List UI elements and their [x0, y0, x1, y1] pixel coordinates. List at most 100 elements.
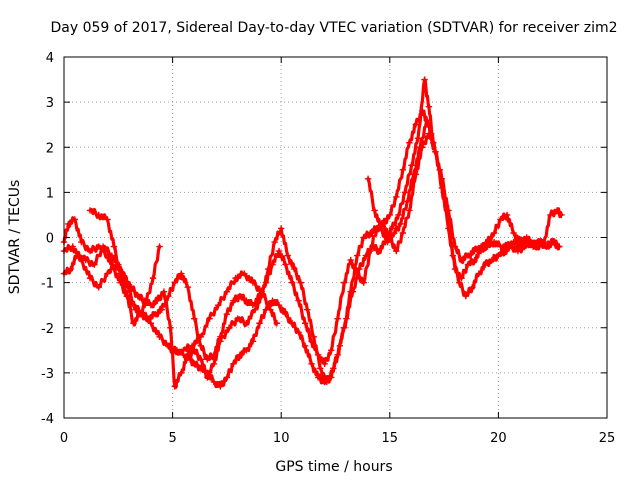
data-point — [78, 256, 85, 264]
data-point — [251, 306, 259, 313]
data-point — [482, 261, 489, 268]
data-point — [180, 347, 187, 354]
x-tick-label: 0 — [60, 431, 68, 446]
data-point — [367, 229, 374, 237]
series-line — [181, 270, 279, 352]
data-point — [471, 256, 478, 264]
x-tick-label: 5 — [168, 431, 176, 446]
data-point — [421, 76, 428, 83]
data-point — [458, 274, 465, 282]
data-point — [191, 315, 198, 322]
data-point — [423, 116, 430, 124]
data-point — [477, 247, 485, 255]
data-point — [258, 288, 265, 295]
data-point — [154, 297, 161, 304]
data-point — [497, 243, 504, 250]
data-point — [364, 175, 372, 183]
data-point — [178, 270, 185, 277]
data-point — [104, 216, 111, 223]
data-point — [210, 360, 218, 368]
data-point — [558, 211, 565, 219]
data-point — [390, 229, 398, 237]
x-tick-label: 20 — [490, 431, 507, 446]
data-point — [399, 166, 407, 174]
data-point — [395, 211, 402, 219]
y-tick-label: 0 — [46, 232, 54, 247]
data-point — [86, 247, 94, 255]
data-point — [204, 356, 211, 363]
data-point — [308, 338, 315, 345]
data-point — [217, 383, 224, 390]
data-point — [508, 243, 515, 250]
data-point — [464, 261, 472, 268]
data-point — [397, 220, 404, 228]
data-point — [206, 315, 213, 322]
data-point — [308, 360, 315, 368]
data-point — [108, 252, 115, 259]
data-point — [230, 360, 237, 368]
y-tick-label: 4 — [46, 51, 54, 66]
data-point — [354, 270, 361, 277]
data-point — [188, 342, 196, 349]
data-point — [145, 315, 152, 322]
data-point — [360, 279, 367, 286]
data-point — [269, 297, 276, 304]
data-point — [158, 306, 165, 313]
x-tick-label: 10 — [273, 431, 290, 446]
data-point — [462, 292, 470, 300]
y-tick-label: -1 — [41, 277, 54, 292]
data-point — [317, 365, 324, 372]
data-point — [375, 247, 383, 255]
data-point — [304, 306, 311, 313]
data-point — [458, 256, 465, 264]
data-point — [249, 301, 257, 309]
data-point — [167, 324, 174, 331]
data-point — [284, 252, 291, 259]
data-point — [297, 279, 304, 286]
data-point — [412, 121, 420, 128]
data-point — [95, 283, 102, 291]
data-point — [456, 279, 463, 286]
data-point — [262, 279, 270, 286]
data-point — [282, 311, 289, 318]
data-point — [143, 297, 150, 304]
y-tick-label: -2 — [41, 322, 54, 337]
data-point — [271, 238, 278, 246]
data-point — [503, 211, 511, 219]
data-point — [501, 247, 509, 255]
data-point — [86, 207, 94, 214]
data-point — [314, 351, 322, 359]
chart-title: Day 059 of 2017, Sidereal Day-to-day VTE… — [51, 20, 618, 36]
data-point — [310, 333, 317, 340]
data-point — [67, 265, 74, 273]
data-point — [173, 347, 181, 354]
data-point — [401, 189, 409, 196]
data-point — [156, 333, 163, 340]
data-point — [99, 243, 107, 250]
y-tick-label: 2 — [46, 141, 54, 156]
data-point — [495, 252, 502, 259]
data-point — [210, 378, 218, 386]
data-point — [171, 279, 178, 286]
data-point — [230, 297, 237, 304]
data-point — [282, 261, 289, 268]
data-point — [291, 265, 298, 273]
data-point — [149, 274, 157, 282]
data-point — [223, 311, 231, 318]
axis-ticks: 0 5 10 15 20 25 -4 -3 -2 -1 0 1 2 3 4 — [41, 51, 615, 446]
data-point — [488, 256, 496, 264]
data-point — [191, 360, 198, 368]
y-tick-label: 1 — [46, 186, 54, 201]
data-point — [295, 329, 302, 336]
data-point — [197, 342, 205, 349]
y-axis-label: SDTVAR / TECUs — [7, 180, 23, 295]
data-point — [86, 274, 94, 282]
data-point — [406, 139, 413, 146]
data-point — [278, 225, 285, 232]
data-point — [432, 148, 439, 155]
data-point — [243, 320, 250, 327]
data-point — [367, 247, 374, 255]
data-point — [399, 229, 407, 237]
data-series-5 — [180, 270, 281, 354]
